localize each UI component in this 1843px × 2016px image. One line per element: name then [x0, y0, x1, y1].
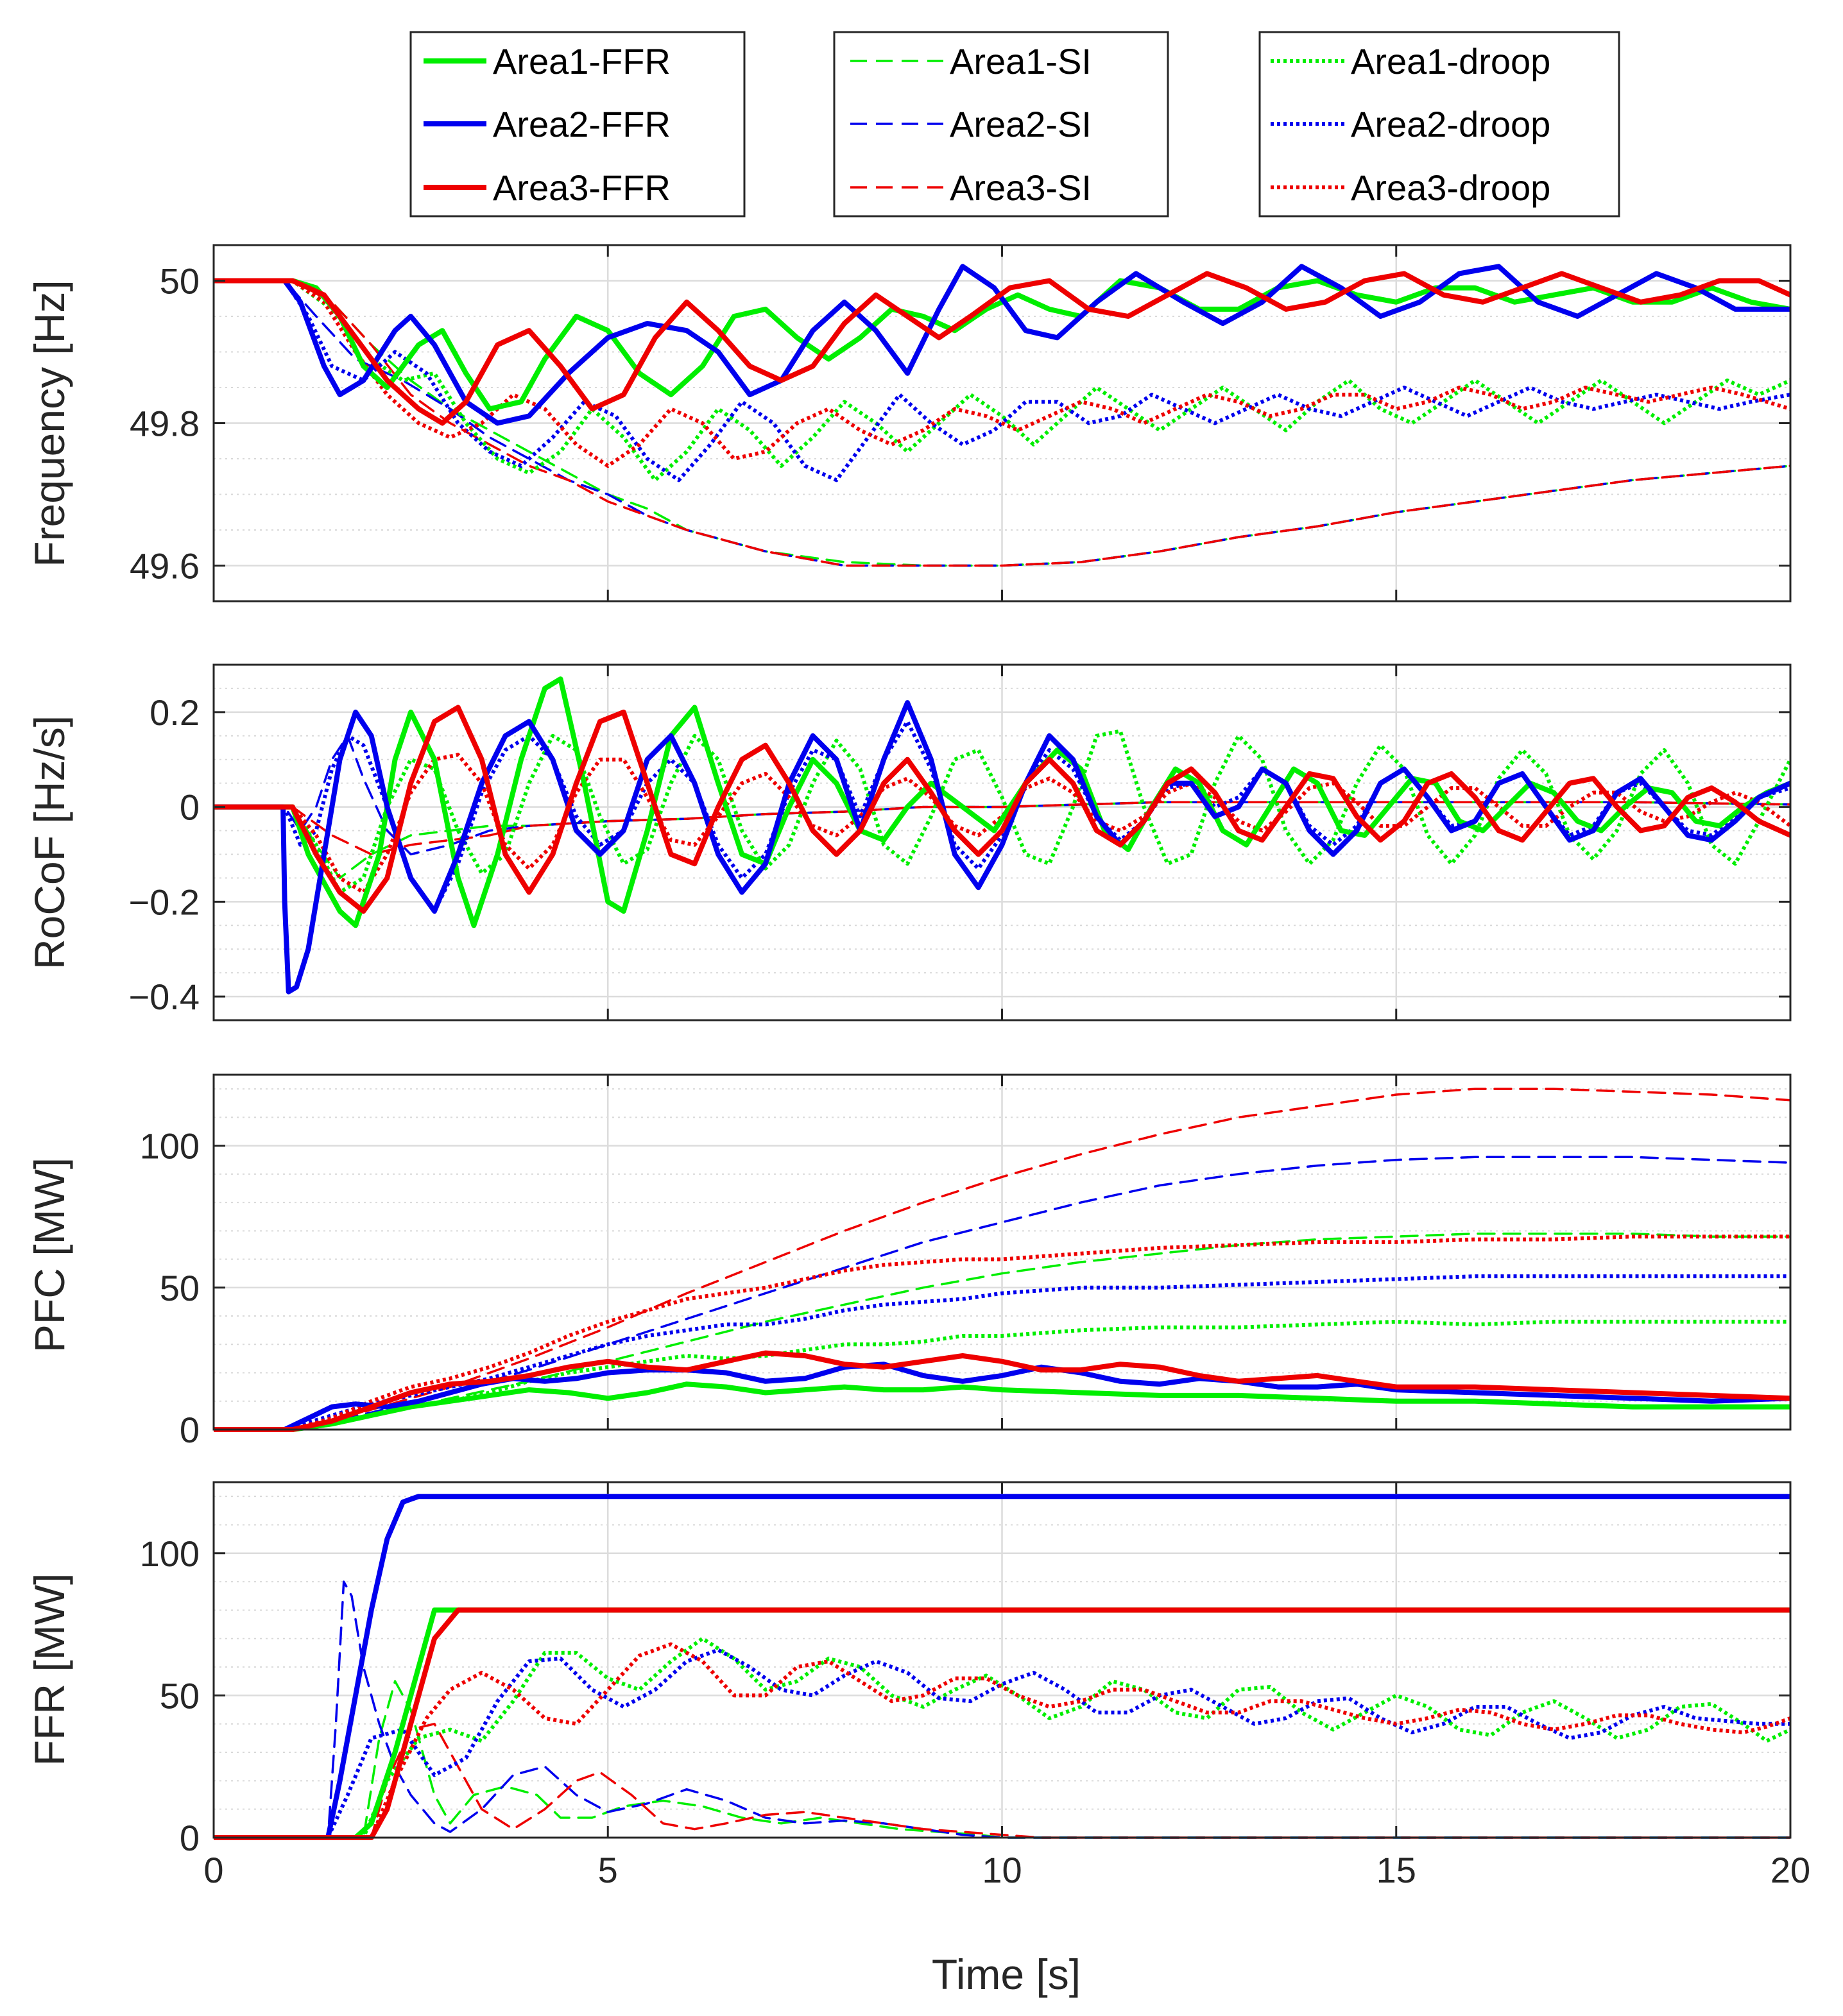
series-area1-si-frequency [214, 279, 1790, 567]
series-area2-droop-ffr [214, 1648, 1790, 1840]
series-area2-ffr-ffr [214, 1494, 1790, 1840]
ytick-label: 50 [160, 1268, 200, 1308]
series-area3-si-ffr [214, 1722, 1790, 1839]
panel-pfc: PFC [MW] 0 50 100 [26, 1073, 1792, 1450]
legend-label-area1-droop: Area1-droop [1351, 41, 1550, 81]
xtick-label: 15 [1376, 1850, 1416, 1890]
legend-box-droop [1258, 31, 1620, 218]
panel-frequency: Frequency [Hz] 49.6 49.8 50 [26, 244, 1792, 602]
series-group-frequency [214, 264, 1790, 567]
series-area1-droop-rocof [214, 729, 1790, 894]
legend-label-area3-droop: Area3-droop [1351, 167, 1550, 208]
panel-rocof: RoCoF [Hz/s] −0.4 −0.2 0 0.2 [26, 663, 1792, 1021]
xtick-label: 20 [1770, 1850, 1810, 1890]
series-area2-ffr-rocof [214, 700, 1790, 995]
legend-label-area3-si: Area3-SI [950, 167, 1092, 208]
ytick-label: 100 [140, 1126, 200, 1166]
series-area1-droop-ffr [214, 1636, 1790, 1840]
ytick-label: −0.2 [128, 882, 200, 922]
xlabel: Time [s] [932, 1951, 1081, 1998]
xtick-label: 5 [598, 1850, 618, 1890]
series-area3-ffr-rocof [214, 705, 1790, 914]
panel-ffr: FFR [MW] 0 50 100 0 5 10 15 20 [26, 1481, 1810, 1890]
series-group-rocof [214, 676, 1790, 995]
series-area2-droop-frequency [214, 278, 1790, 483]
series-area3-si-rocof [214, 801, 1790, 856]
series-area2-si-rocof [214, 735, 1790, 856]
legend-label-area2-si: Area2-SI [950, 104, 1092, 144]
ylabel-ffr: FFR [MW] [26, 1573, 73, 1766]
series-area3-droop-pfc [214, 1234, 1790, 1431]
ylabel-rocof: RoCoF [Hz/s] [26, 715, 73, 970]
legend-label-area3-ffr: Area3-FFR [493, 167, 671, 208]
ytick-label: 50 [160, 261, 200, 302]
legend-label-area1-si: Area1-SI [950, 41, 1092, 81]
legend: Area1-FFR Area2-FFR Area3-FFR Area1-SI Area2… [409, 31, 1620, 218]
series-area2-droop-rocof [214, 719, 1790, 914]
ytick-label: 50 [160, 1675, 200, 1716]
xtick-label: 10 [982, 1850, 1022, 1890]
series-area1-ffr-rocof [214, 676, 1790, 928]
xtick-label: 0 [203, 1850, 223, 1890]
ylabel-frequency: Frequency [Hz] [26, 280, 73, 567]
legend-label-area2-droop: Area2-droop [1351, 104, 1550, 144]
legend-label-area2-ffr: Area2-FFR [493, 104, 671, 144]
series-area2-ffr-frequency [214, 264, 1790, 426]
series-area3-ffr-frequency [214, 271, 1790, 426]
ytick-label: −0.4 [128, 977, 200, 1017]
ytick-label: 100 [140, 1533, 200, 1574]
ylabel-pfc: PFC [MW] [26, 1157, 73, 1353]
series-area1-ffr-frequency [214, 278, 1790, 412]
ytick-label: 0.2 [150, 692, 200, 733]
ytick-label: 0 [180, 787, 200, 828]
series-area3-ffr-pfc [214, 1350, 1790, 1432]
ytick-label: 0 [180, 1410, 200, 1450]
ytick-label: 49.6 [130, 546, 200, 586]
legend-entries: Area1-FFR Area2-FFR Area3-FFR Area1-SI Area2… [424, 41, 1550, 208]
series-area2-si-pfc [214, 1156, 1790, 1431]
legend-label-area1-ffr: Area1-FFR [493, 41, 671, 81]
ytick-label: 0 [180, 1818, 200, 1858]
series-area1-ffr-pfc [214, 1381, 1790, 1432]
ytick-label: 49.8 [130, 404, 200, 444]
series-area3-droop-ffr [214, 1642, 1790, 1840]
series-area1-droop-frequency [214, 278, 1790, 483]
series-group-pfc [214, 1088, 1790, 1432]
series-area3-si-frequency [214, 279, 1790, 567]
series-area1-si-pfc [214, 1232, 1790, 1431]
